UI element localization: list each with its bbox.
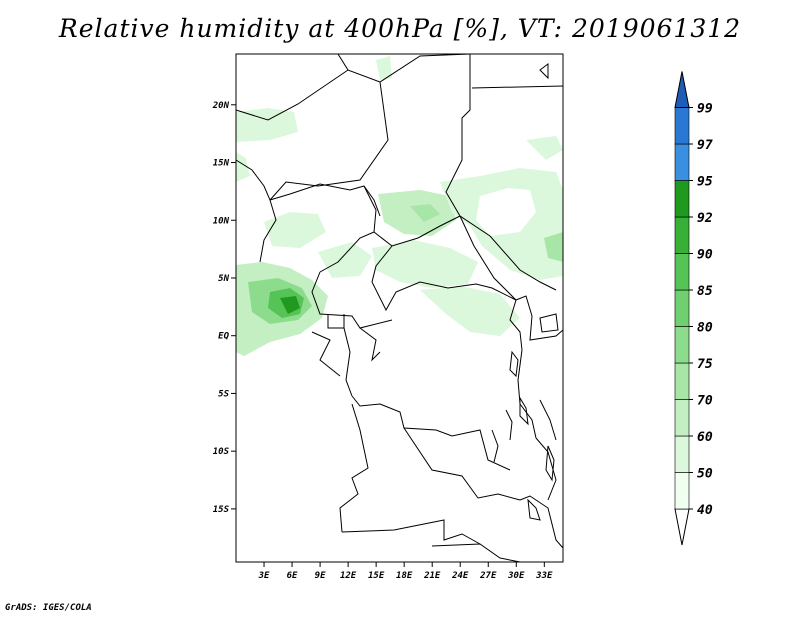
lat-label: EQ [218,332,229,342]
lat-label: 5S [218,389,229,399]
lake-outline [539,63,549,80]
humidity-region [236,108,298,142]
border-line [341,519,481,545]
border-line [471,85,564,89]
map-frame [235,53,564,563]
humidity-region [264,212,326,248]
border-line [373,215,461,247]
colorbar-label: 70 [697,394,713,409]
colorbar: 40 50 60 70 75 80 85 90 92 95 97 99 [674,71,713,546]
latitude-axis: 20N 15N 10N 5N EQ 5S 10S 15S [212,101,236,515]
border-line [339,403,369,533]
humidity-region [318,242,372,278]
colorbar-lower-triangle [674,508,690,546]
humidity-shading [236,56,563,356]
border-line [529,315,564,341]
lon-label: 30E [507,571,525,581]
border-line [491,429,499,463]
colorbar-box [674,180,690,218]
colorbar-label: 99 [697,102,713,117]
lake-outline [509,350,519,378]
border-line [535,437,557,501]
border-line [431,543,521,563]
border-line [445,54,557,291]
border-line [517,349,537,439]
colorbar-box [674,399,690,437]
lat-label: 10S [213,447,230,457]
colorbar-label: 90 [697,248,713,263]
humidity-region [476,188,536,236]
lat-label: 15S [213,505,230,515]
colorbar-label: 40 [697,503,713,518]
colorbar-box [674,362,690,400]
colorbar-box [674,326,690,364]
lake-outline [519,396,529,426]
lon-label: 33E [535,571,553,581]
humidity-region [420,286,520,336]
lat-label: 15N [213,159,230,169]
border-line [343,327,353,397]
colorbar-label: 85 [697,284,713,299]
border-line [379,53,471,83]
border-line [363,185,381,217]
border-line [371,245,517,312]
lon-label: 12E [340,571,357,581]
lake-outline [545,445,555,482]
border-line [403,427,521,501]
colorbar-label: 80 [697,321,713,336]
lon-label: 24E [451,571,469,581]
border-line [539,399,557,441]
colorbar-upper-triangle [674,71,690,108]
border-line [459,215,533,317]
border-line [351,395,511,471]
border-line [235,69,389,201]
border-line [505,409,513,441]
humidity-region [236,152,250,182]
colorbar-box [674,253,690,291]
colorbar-label: 97 [697,138,713,153]
longitude-axis: 3E 6E 9E 12E 15E 18E 21E 24E 27E 30E 33E [258,562,553,581]
lon-label: 21E [423,571,441,581]
lon-label: 27E [479,571,497,581]
lon-label: 15E [368,571,385,581]
colorbar-label: 60 [697,430,713,445]
border-line [269,183,377,273]
colorbar-box [674,107,690,145]
colorbar-box [674,143,690,181]
humidity-region [526,136,563,160]
humidity-region [410,204,440,222]
lon-label: 3E [258,571,270,581]
lat-label: 10N [213,216,230,226]
colorbar-box [674,435,690,473]
humidity-region [372,240,478,288]
colorbar-box [674,289,690,327]
humidity-region [376,56,392,80]
colorbar-label: 95 [697,175,713,190]
border-line [509,299,523,351]
colorbar-label: 50 [697,467,713,482]
colorbar-label: 75 [697,357,713,372]
humidity-region [544,232,563,262]
border-line [311,271,393,329]
border-line [359,327,381,362]
colorbar-box [674,216,690,254]
border-line [519,495,564,549]
colorbar-box [674,472,690,510]
colorbar-label: 92 [697,211,713,226]
lake-outline [539,313,559,333]
border-line [327,314,345,329]
grads-credit: GrADS: IGES/COLA [5,603,92,613]
lon-label: 18E [396,571,413,581]
border-line [337,53,349,71]
lon-label: 9E [315,571,326,581]
border-line [311,331,341,377]
lake-outline [527,498,541,521]
lon-label: 6E [287,571,298,581]
humidity-region [280,296,300,314]
map-title: Relative humidity at 400hPa [%], VT: 201… [58,14,742,43]
country-borders [235,53,564,563]
lat-label: 20N [212,101,230,111]
lat-label: 5N [218,274,229,284]
